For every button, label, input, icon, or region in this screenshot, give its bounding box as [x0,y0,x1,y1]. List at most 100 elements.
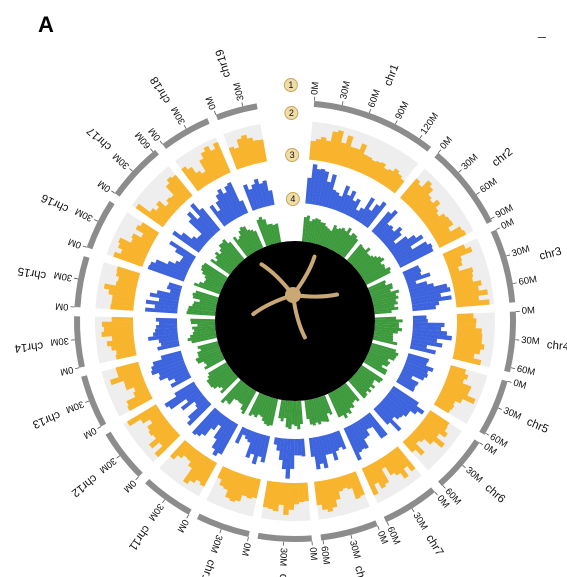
tick-label: 30M [146,501,166,522]
density-bar [196,236,207,246]
density-bar [411,430,425,443]
density-bar [358,368,375,382]
density-bar [272,481,281,512]
brittle-star-disc [285,287,301,303]
density-bar [339,194,351,214]
tick-label: 0M [96,178,113,195]
tick-label: 30M [73,205,95,223]
density-bar [298,400,303,425]
tick-mark [159,140,163,145]
density-bar [308,399,316,426]
density-bar [412,325,442,332]
density-bar [234,474,248,502]
density-bar [406,180,433,207]
density-bar [133,386,149,398]
density-bar [342,384,356,402]
density-bar [164,384,198,408]
density-bar [187,166,205,189]
density-bar [353,252,369,268]
density-bar [174,248,195,263]
density-bar [327,189,337,209]
density-bar [363,266,386,282]
density-bar [372,337,398,346]
density-bar [313,138,322,161]
density-bar [373,460,390,485]
density-bar [326,131,339,164]
density-bar [371,289,400,300]
density-bar [369,283,393,294]
density-bar [268,190,275,206]
tick-mark [350,534,353,539]
tick-mark [496,227,501,230]
tick-label: 0M [67,236,83,251]
tick-label: 0M [307,547,319,561]
density-bar [412,322,445,328]
density-bar [364,159,377,177]
density-bar [456,318,477,324]
density-bar [343,427,362,461]
density-bar [247,229,260,251]
density-bar [323,230,332,248]
chromosome-band [438,439,480,487]
density-bar [308,437,315,458]
tick-label: 30M [521,335,540,348]
density-bar [285,400,291,428]
density-bar [117,276,138,286]
density-bar [196,409,220,437]
density-bar [407,353,430,363]
density-bar [275,223,282,243]
density-bar [165,203,177,214]
density-bar [201,171,212,185]
density-bar [301,216,308,242]
density-bar [217,466,228,480]
density-bar [342,238,359,259]
density-bar [374,330,394,336]
density-bar [427,410,450,427]
density-bar [414,426,434,445]
density-bar [148,425,175,449]
density-bar [314,481,322,506]
density-bar [247,137,259,165]
density-bar [456,313,474,319]
density-bar [411,335,438,343]
tick-mark [85,400,90,403]
density-bar [305,177,312,204]
density-bar [456,327,482,334]
density-bar [169,289,181,296]
density-bar [167,260,189,274]
density-bar [212,141,231,175]
density-bar [152,330,178,337]
density-bar [410,341,428,349]
density-bar [111,334,134,341]
density-bar [242,226,258,252]
density-bar [158,297,179,305]
tick-label: 0M [55,300,69,312]
chromosome-label: chr10 [196,558,217,577]
density-bar [147,333,179,341]
chromosome-ideogram [74,100,516,542]
density-bar [337,234,352,255]
density-bar [190,318,216,322]
density-bar [181,256,193,265]
density-bar [374,324,400,329]
density-bar [373,298,397,306]
density-bar [406,280,417,287]
density-bar [357,197,376,223]
density-bar [200,151,220,180]
chromosome-band [320,520,378,541]
density-bar [283,482,290,515]
density-bar [214,251,236,270]
density-bar [399,373,419,386]
density-bar [454,289,488,299]
density-bar [193,301,217,308]
density-bar [187,333,217,342]
density-bar [186,448,199,462]
density-bar [204,357,225,370]
density-bar [340,385,355,404]
tick-mark [498,407,503,410]
density-bar [383,453,401,476]
density-bar [285,438,292,479]
density-bar [411,295,452,305]
density-bar [315,436,324,465]
density-bar [403,183,422,204]
